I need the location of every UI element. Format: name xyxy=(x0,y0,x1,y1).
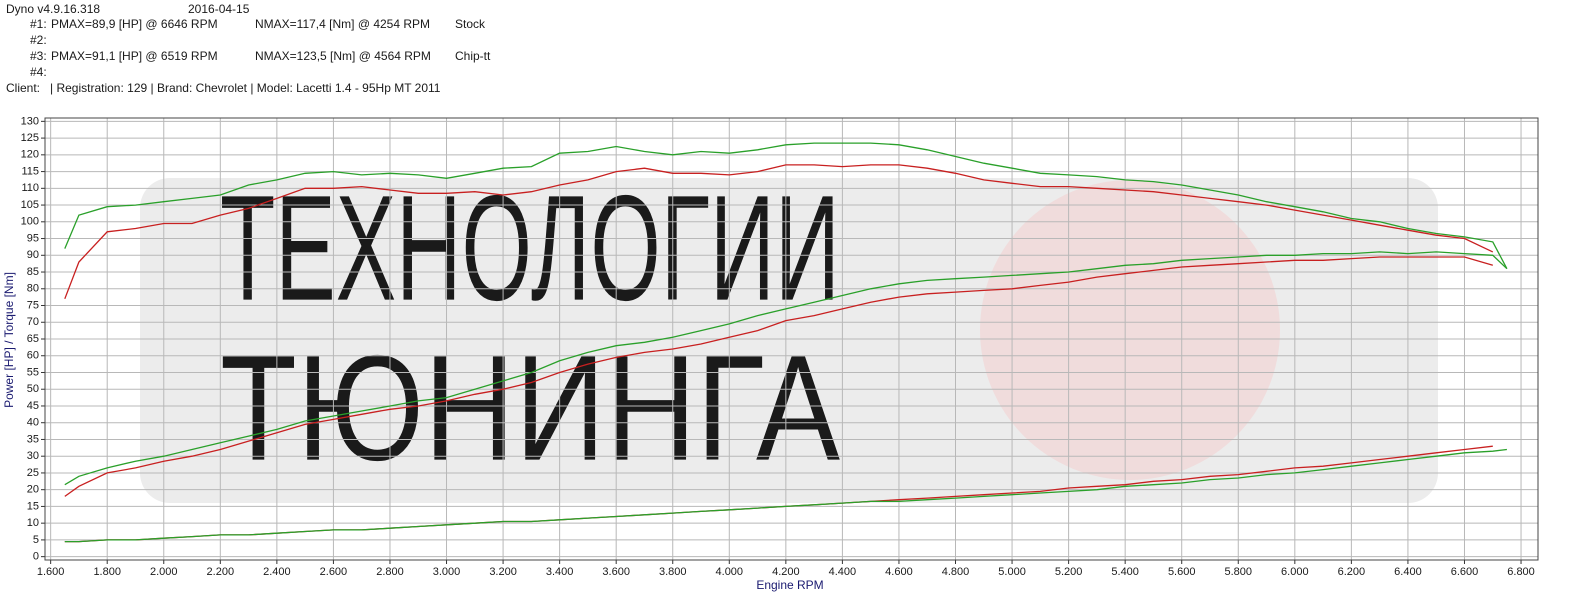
x-tick-label: 5.600 xyxy=(1168,566,1196,578)
y-tick-label: 120 xyxy=(21,149,39,161)
watermark-logo xyxy=(980,180,1280,480)
y-tick-label: 60 xyxy=(27,350,39,362)
y-tick-label: 55 xyxy=(27,366,39,378)
x-tick-label: 6.000 xyxy=(1281,566,1309,578)
x-tick-label: 6.800 xyxy=(1507,566,1535,578)
run-label: #2: xyxy=(30,33,47,47)
run-name: Stock xyxy=(455,17,486,31)
x-tick-label: 2.200 xyxy=(207,566,235,578)
curve xyxy=(64,142,1508,270)
y-tick-label: 130 xyxy=(21,115,39,127)
client-info: | Registration: 129 | Brand: Chevrolet |… xyxy=(50,81,441,95)
y-tick-label: 5 xyxy=(33,534,39,546)
x-axis-title: Engine RPM xyxy=(756,578,823,592)
x-tick-label: 4.000 xyxy=(716,566,744,578)
run-name: Chip-tt xyxy=(455,49,491,63)
curve xyxy=(64,448,1507,543)
x-tick-label: 5.200 xyxy=(1055,566,1083,578)
x-tick-label: 4.400 xyxy=(829,566,857,578)
x-tick-label: 1.800 xyxy=(93,566,121,578)
x-tick-label: 2.000 xyxy=(150,566,178,578)
x-tick-label: 2.800 xyxy=(376,566,404,578)
x-tick-label: 4.600 xyxy=(885,566,913,578)
run-power: PMAX=91,1 [HP] @ 6519 RPM xyxy=(51,49,218,63)
x-tick-label: 6.200 xyxy=(1338,566,1366,578)
curve xyxy=(64,164,1494,300)
curve xyxy=(64,256,1493,497)
y-tick-label: 40 xyxy=(27,417,39,429)
y-tick-label: 30 xyxy=(27,450,39,462)
x-tick-label: 3.400 xyxy=(546,566,574,578)
y-tick-label: 20 xyxy=(27,484,39,496)
run-label: #3: xyxy=(30,49,47,63)
x-tick-label: 3.200 xyxy=(489,566,517,578)
x-tick-label: 5.400 xyxy=(1111,566,1139,578)
client-label: Client: xyxy=(6,81,40,95)
x-tick-label: 4.200 xyxy=(772,566,800,578)
x-tick-label: 6.400 xyxy=(1394,566,1422,578)
y-tick-label: 15 xyxy=(27,500,39,512)
run-torque: NMAX=117,4 [Nm] @ 4254 RPM xyxy=(255,17,430,31)
x-tick-label: 2.400 xyxy=(263,566,291,578)
test-date: 2016-04-15 xyxy=(188,2,250,16)
y-tick-label: 90 xyxy=(27,249,39,261)
y-tick-label: 35 xyxy=(27,433,39,445)
y-tick-label: 75 xyxy=(27,299,39,311)
x-tick-label: 5.000 xyxy=(998,566,1026,578)
y-tick-label: 115 xyxy=(21,165,39,177)
plot-border xyxy=(44,117,1539,561)
x-tick-label: 3.000 xyxy=(433,566,461,578)
x-tick-label: 3.800 xyxy=(659,566,687,578)
y-axis-title: Power [HP] / Torque [Nm] xyxy=(2,272,16,408)
y-tick-label: 110 xyxy=(21,182,39,194)
y-tick-label: 25 xyxy=(27,467,39,479)
y-tick-label: 85 xyxy=(27,266,39,278)
run-label: #4: xyxy=(30,65,47,79)
x-tick-label: 5.800 xyxy=(1225,566,1253,578)
y-tick-label: 70 xyxy=(27,316,39,328)
y-tick-label: 50 xyxy=(27,383,39,395)
y-tick-label: 125 xyxy=(21,132,39,144)
y-tick-label: 10 xyxy=(27,517,39,529)
y-tick-label: 45 xyxy=(27,400,39,412)
x-tick-label: 2.600 xyxy=(320,566,348,578)
y-tick-label: 100 xyxy=(21,216,39,228)
software-version: Dyno v4.9.16.318 xyxy=(6,2,100,16)
curve xyxy=(64,251,1508,486)
y-tick-label: 65 xyxy=(27,333,39,345)
run-torque: NMAX=123,5 [Nm] @ 4564 RPM xyxy=(255,49,431,63)
run-label: #1: xyxy=(30,17,47,31)
watermark-text: ТЮНИНГА xyxy=(220,324,840,492)
x-tick-label: 3.600 xyxy=(602,566,630,578)
y-tick-label: 80 xyxy=(27,283,39,295)
x-tick-label: 6.600 xyxy=(1451,566,1479,578)
y-tick-label: 105 xyxy=(21,199,39,211)
x-tick-label: 4.800 xyxy=(942,566,970,578)
y-tick-label: 95 xyxy=(27,232,39,244)
run-power: PMAX=89,9 [HP] @ 6646 RPM xyxy=(51,17,218,31)
y-tick-label: 0 xyxy=(33,551,39,563)
x-tick-label: 1.600 xyxy=(37,566,65,578)
